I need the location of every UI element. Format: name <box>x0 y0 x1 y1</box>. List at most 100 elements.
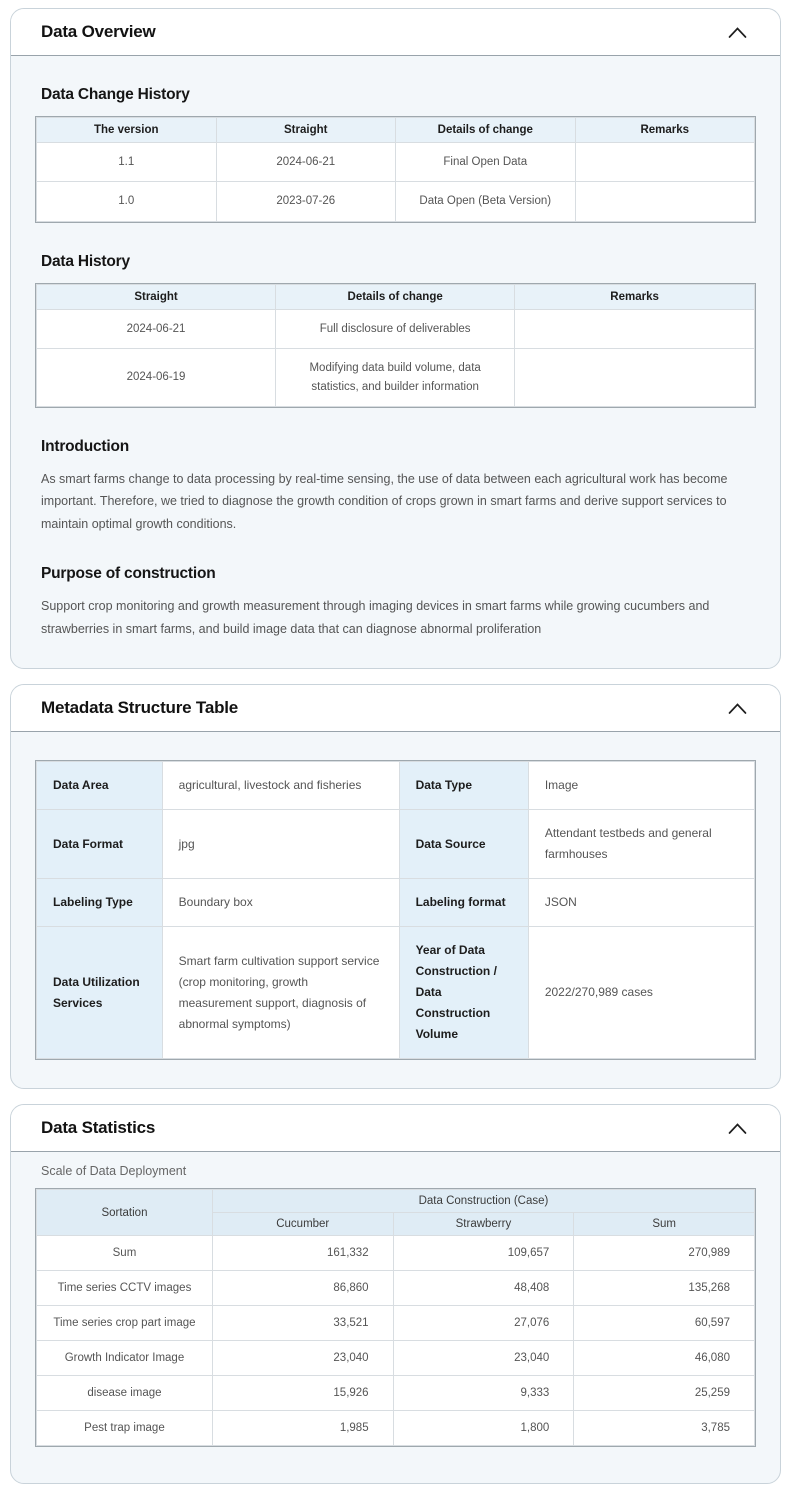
data-statistics-body: Scale of Data Deployment Sortation Data … <box>11 1152 780 1483</box>
table-header-cell: Strawberry <box>392 1212 575 1237</box>
stats-cell: 161,332 <box>211 1235 394 1272</box>
table-row: Pest trap image 1,985 1,800 3,785 <box>36 1410 755 1447</box>
data-overview-header[interactable]: Data Overview <box>11 9 780 56</box>
table-cell: 2023-07-26 <box>215 181 396 222</box>
stats-cell: 23,040 <box>211 1340 394 1377</box>
table-cell: 2024-06-21 <box>215 141 396 183</box>
metadata-structure-header[interactable]: Metadata Structure Table <box>11 685 780 733</box>
chevron-up-icon <box>727 1123 748 1138</box>
data-statistics-header[interactable]: Data Statistics <box>11 1105 780 1153</box>
data-statistics-card: Data Statistics Scale of Data Deployment… <box>10 1104 781 1485</box>
table-header-cell: Data Construction (Case) <box>211 1189 756 1214</box>
stats-row-label: disease image <box>36 1375 213 1412</box>
stats-cell: 15,926 <box>211 1375 394 1412</box>
table-cell: Modifying data build volume, data statis… <box>275 348 516 407</box>
table-row: Growth Indicator Image 23,040 23,040 46,… <box>36 1340 755 1377</box>
table-header-row: Cucumber Strawberry Sum <box>37 1212 755 1237</box>
table-row: Time series crop part image 33,521 27,07… <box>36 1305 755 1342</box>
table-cell: Data Open (Beta Version) <box>395 181 576 222</box>
change-history-heading: Data Change History <box>41 86 190 103</box>
stats-cell: 48,408 <box>392 1270 575 1307</box>
meta-value-cell: JSON <box>527 878 756 928</box>
meta-value-cell: Boundary box <box>161 878 400 928</box>
collapse-button[interactable] <box>725 700 750 717</box>
table-row: Labeling Type Boundary box Labeling form… <box>36 878 756 928</box>
purpose-text: Support crop monitoring and growth measu… <box>41 599 710 636</box>
table-header-cell: Remarks <box>574 117 755 143</box>
meta-value-cell: Smart farm cultivation support service (… <box>161 926 400 1060</box>
stats-row-label: Sum <box>36 1235 213 1272</box>
meta-label-cell: Data Source <box>398 809 529 880</box>
metadata-structure-card: Metadata Structure Table Data Area agric… <box>10 684 781 1090</box>
meta-value-cell: Image <box>527 761 756 811</box>
stats-cell: 86,860 <box>211 1270 394 1307</box>
stats-cell: 46,080 <box>573 1340 755 1377</box>
meta-value-cell: jpg <box>161 809 400 880</box>
table-header-cell: Details of change <box>275 283 516 310</box>
stats-table: Sortation Data Construction (Case) Cucum… <box>35 1188 756 1448</box>
meta-label-cell: Labeling format <box>398 878 529 928</box>
chevron-up-icon <box>727 703 748 718</box>
table-cell: 2024-06-19 <box>35 348 277 407</box>
meta-label-cell: Year of Data Construction / Data Constru… <box>398 926 529 1060</box>
table-row: 1.0 2023-07-26 Data Open (Beta Version) <box>36 181 755 222</box>
table-header-cell: Straight <box>215 117 396 143</box>
meta-value-cell: 2022/270,989 cases <box>527 926 756 1060</box>
data-history-heading: Data History <box>41 252 130 270</box>
stats-cell: 9,333 <box>392 1375 575 1412</box>
table-row: disease image 15,926 9,333 25,259 <box>36 1375 755 1412</box>
stats-cell: 23,040 <box>392 1340 575 1377</box>
stats-caption: Scale of Data Deployment <box>41 1164 187 1179</box>
meta-label-cell: Data Utilization Services <box>36 926 163 1060</box>
stats-row-label: Growth Indicator Image <box>36 1340 213 1377</box>
table-row: 2024-06-19 Modifying data build volume, … <box>35 348 755 407</box>
stats-cell: 33,521 <box>211 1305 394 1342</box>
data-overview-card: Data Overview Data Change History The ve… <box>10 8 781 670</box>
table-header-cell: The version <box>36 117 217 143</box>
stats-row-label: Time series CCTV images <box>36 1270 213 1307</box>
table-row: 1.1 2024-06-21 Final Open Data <box>36 141 755 183</box>
stats-cell: 270,989 <box>573 1235 755 1272</box>
table-cell: Full disclosure of deliverables <box>275 308 516 350</box>
purpose-heading: Purpose of construction <box>41 565 216 583</box>
stats-cell: 25,259 <box>573 1375 755 1412</box>
table-header-cell: Straight <box>35 283 277 310</box>
stats-cell: 1,800 <box>392 1410 575 1447</box>
stats-row-label: Pest trap image <box>36 1410 213 1447</box>
table-cell: Final Open Data <box>395 141 576 183</box>
metadata-table: Data Area agricultural, livestock and fi… <box>35 760 756 1061</box>
stats-cell: 135,268 <box>573 1270 755 1307</box>
table-row: Time series CCTV images 86,860 48,408 13… <box>36 1270 755 1307</box>
meta-label-cell: Data Type <box>398 761 529 811</box>
table-cell <box>514 348 755 407</box>
table-header-cell: Remarks <box>514 283 755 310</box>
stats-cell: 60,597 <box>573 1305 755 1342</box>
table-header-cell: Details of change <box>395 117 576 143</box>
table-cell <box>514 308 755 350</box>
table-row: Data Format jpg Data Source Attendant te… <box>36 809 756 880</box>
meta-value-cell: Attendant testbeds and general farmhouse… <box>527 809 756 880</box>
table-header-row: Sortation Data Construction (Case) <box>36 1189 756 1237</box>
collapse-button[interactable] <box>725 24 750 41</box>
chevron-up-icon <box>727 26 748 42</box>
table-header-row: Straight Details of change Remarks <box>35 283 755 310</box>
collapse-button[interactable] <box>725 1120 750 1137</box>
metadata-structure-body: Data Area agricultural, livestock and fi… <box>11 732 780 1088</box>
meta-label-cell: Data Format <box>36 809 163 880</box>
table-cell <box>574 181 755 222</box>
table-header-cell: Sortation <box>36 1189 213 1237</box>
meta-label-cell: Data Area <box>36 761 163 811</box>
table-cell: 2024-06-21 <box>35 308 277 350</box>
table-row: Sum 161,332 109,657 270,989 <box>36 1235 755 1272</box>
table-row: Data Utilization Services Smart farm cul… <box>36 926 756 1060</box>
stats-cell: 109,657 <box>392 1235 575 1272</box>
stats-row-label: Time series crop part image <box>36 1305 213 1342</box>
introduction-text: As smart farms change to data processing… <box>41 471 728 531</box>
table-header-cell: Cucumber <box>211 1212 394 1237</box>
meta-value-cell: agricultural, livestock and fisheries <box>161 761 400 811</box>
introduction-heading: Introduction <box>41 437 129 455</box>
table-header-cell: Sum <box>573 1212 755 1237</box>
table-cell: 1.1 <box>36 141 217 183</box>
stats-cell: 3,785 <box>573 1410 755 1447</box>
data-statistics-title: Data Statistics <box>41 1118 156 1138</box>
